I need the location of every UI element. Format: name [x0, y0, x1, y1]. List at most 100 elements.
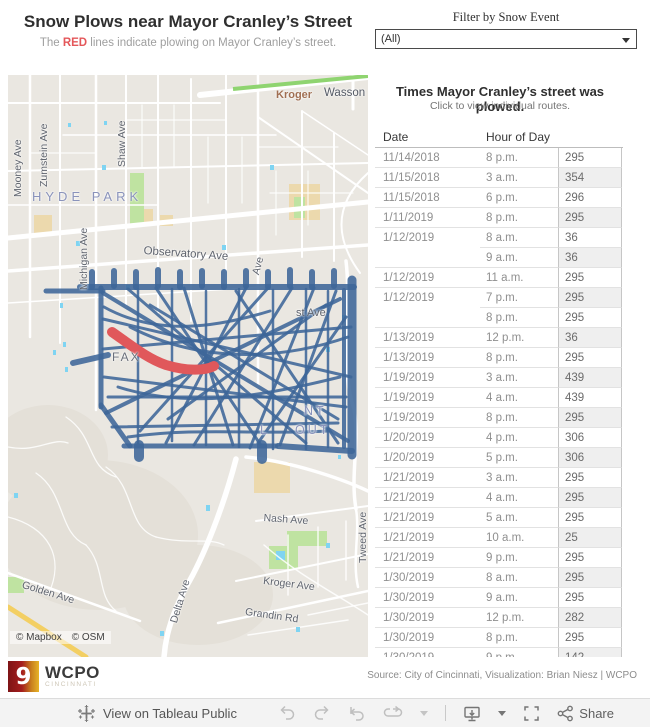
filter-label: Filter by Snow Event: [452, 10, 560, 24]
undo-icon: [280, 705, 295, 720]
table-row[interactable]: 1/12/2019 7 p.m. 295: [375, 288, 623, 308]
table-row[interactable]: 1/19/2019 3 a.m. 439: [375, 368, 623, 388]
cell-date: 1/19/2019: [375, 388, 480, 408]
cell-hour: 9 p.m.: [480, 648, 558, 657]
cell-hour: 3 a.m.: [480, 168, 558, 188]
table-row[interactable]: 1/13/2019 8 p.m. 295: [375, 348, 623, 368]
dropdown-caret-icon: [622, 38, 630, 43]
cell-count: 295: [558, 288, 622, 308]
cell-count: 295: [558, 348, 622, 368]
wcpo-logo: 9 WCPO CINCINNATI: [8, 661, 100, 692]
snow-event-dropdown[interactable]: (All): [375, 29, 637, 49]
table-row[interactable]: 11/15/2018 3 a.m. 354: [375, 168, 623, 188]
cell-date: 1/12/2019: [383, 232, 435, 244]
refresh-button[interactable]: [383, 705, 403, 721]
cell-date: 1/20/2019: [375, 428, 480, 448]
plow-map[interactable]: Kroger Wasson Mooney Ave Zumstein Ave Sh…: [8, 75, 368, 657]
cell-count: 142: [558, 648, 622, 657]
cell-hour: 5 a.m.: [480, 508, 558, 528]
table-row[interactable]: 1/30/2019 12 p.m. 282: [375, 608, 623, 628]
cell-hour: 9 a.m.: [480, 248, 558, 268]
table-row[interactable]: 1/19/2019 8 p.m. 295: [375, 408, 623, 428]
table-row[interactable]: 1/30/2019 9 a.m. 295: [375, 588, 623, 608]
undo-button[interactable]: [278, 705, 296, 721]
table-row[interactable]: 11/15/2018 6 p.m. 296: [375, 188, 623, 208]
map-label-mooney-ave: Mooney Ave: [12, 139, 24, 197]
share-button[interactable]: Share: [557, 705, 614, 722]
plow-times-table: Date Hour of Day 11/14/2018 8 p.m. 295 1…: [375, 130, 623, 657]
cell-hour: 8 p.m.: [480, 628, 558, 648]
wcpo-9-badge-icon: 9: [8, 661, 39, 692]
download-button[interactable]: [463, 705, 481, 722]
table-row[interactable]: 1/20/2019 5 p.m. 306: [375, 448, 623, 468]
cell-hour: 5 p.m.: [480, 448, 558, 468]
table-row[interactable]: 1/11/2019 8 p.m. 295: [375, 208, 623, 228]
table-row[interactable]: 1/19/2019 4 a.m. 439: [375, 388, 623, 408]
cell-hour: 3 a.m.: [480, 468, 558, 488]
map-canvas: [8, 75, 368, 657]
cell-hour: 8 a.m.: [480, 228, 558, 248]
redo-button[interactable]: [313, 705, 331, 721]
cell-date: 1/21/2019: [375, 468, 480, 488]
map-label-michigan-ave: Michigan Ave: [78, 227, 90, 290]
cell-date: 1/12/2019: [375, 268, 480, 288]
cell-date: 11/15/2018: [375, 188, 480, 208]
osm-attribution[interactable]: © OSM: [71, 632, 105, 643]
table-row[interactable]: 11/14/2018 8 p.m. 295: [375, 148, 623, 168]
table-row[interactable]: 1/21/2019 4 a.m. 295: [375, 488, 623, 508]
fullscreen-button[interactable]: [523, 705, 540, 722]
table-row[interactable]: 1/21/2019 3 a.m. 295: [375, 468, 623, 488]
cell-date: [375, 308, 480, 328]
cell-hour: 6 p.m.: [480, 188, 558, 208]
table-row[interactable]: 1/21/2019 10 a.m. 25: [375, 528, 623, 548]
plow-routes: [43, 267, 357, 464]
cell-hour: 10 a.m.: [480, 528, 558, 548]
map-label-zumstein-ave: Zumstein Ave: [38, 123, 50, 187]
cell-count: 295: [558, 268, 622, 288]
table-row[interactable]: 1/30/2019 9 p.m. 142: [375, 648, 623, 657]
table-row[interactable]: 1/12/2019 11 a.m. 295: [375, 268, 623, 288]
subtitle-prefix: The: [39, 36, 63, 49]
table-row[interactable]: 8 p.m. 295: [375, 308, 623, 328]
table-row[interactable]: 1/21/2019 9 p.m. 295: [375, 548, 623, 568]
refresh-icon: [384, 705, 403, 717]
table-row[interactable]: 1/21/2019 5 a.m. 295: [375, 508, 623, 528]
cell-count: 25: [558, 528, 622, 548]
cell-date: 1/21/2019: [375, 548, 480, 568]
page-subtitle: The RED lines indicate plowing on Mayor …: [8, 37, 368, 49]
cell-date: 1/11/2019: [375, 208, 480, 228]
page-title: Snow Plows near Mayor Cranley’s Street: [23, 12, 353, 31]
table-row[interactable]: 1/20/2019 4 p.m. 306: [375, 428, 623, 448]
snow-event-filter: Filter by Snow Event (All): [375, 10, 637, 49]
table-row[interactable]: 1/30/2019 8 p.m. 295: [375, 628, 623, 648]
cell-hour: 11 a.m.: [480, 268, 558, 288]
share-icon: [557, 705, 574, 721]
download-icon: [464, 706, 480, 721]
download-menu-caret[interactable]: [498, 710, 507, 716]
view-on-tableau-public-link[interactable]: View on Tableau Public: [78, 704, 237, 722]
cell-hour: 4 a.m.: [480, 388, 558, 408]
cell-date: 1/21/2019: [375, 488, 480, 508]
table-row[interactable]: 1/30/2019 8 a.m. 295: [375, 568, 623, 588]
cell-hour: 12 p.m.: [480, 328, 558, 348]
table-row[interactable]: 9 a.m. 36: [375, 248, 623, 268]
cell-count: 282: [558, 608, 622, 628]
cell-hour: 8 p.m.: [480, 208, 558, 228]
refresh-menu-caret[interactable]: [420, 710, 429, 716]
map-label-lookout-fragment-l: L: [260, 423, 270, 437]
cell-date: 1/19/2019: [375, 368, 480, 388]
subtitle-suffix: lines indicate plowing on Mayor Cranley’…: [87, 36, 337, 49]
cell-hour: 8 p.m.: [480, 408, 558, 428]
revert-button[interactable]: [348, 705, 366, 721]
mapbox-attribution[interactable]: © Mapbox: [16, 632, 62, 643]
tableau-logo-icon: [78, 704, 95, 722]
cell-hour: 4 p.m.: [480, 428, 558, 448]
cell-count: 296: [558, 188, 622, 208]
table-row[interactable]: 1/12/2019 8 a.m. 36: [375, 228, 623, 248]
cell-date: 11/15/2018: [375, 168, 480, 188]
wcpo-name: WCPO: [45, 663, 100, 683]
table-subtitle: Click to view individual routes.: [429, 100, 571, 112]
cell-date: 1/30/2019: [375, 648, 480, 657]
table-title: Times Mayor Cranley’s street was plowed.: [395, 84, 605, 114]
table-row[interactable]: 1/13/2019 12 p.m. 36: [375, 328, 623, 348]
